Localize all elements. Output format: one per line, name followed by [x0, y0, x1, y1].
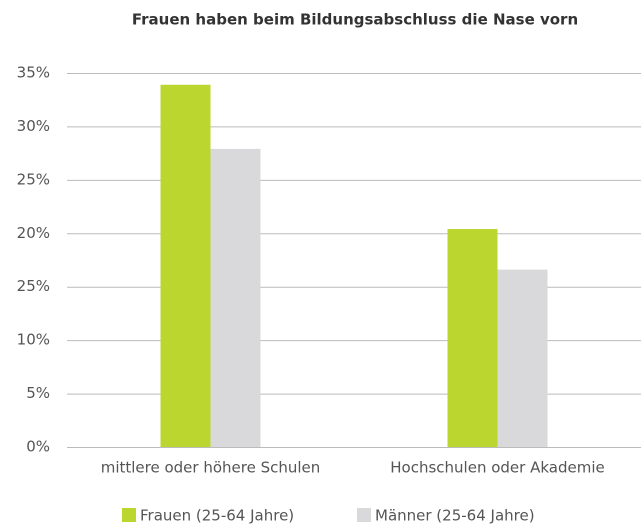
x-tick-label: Hochschulen oder Akademie	[390, 459, 604, 477]
y-tick-label: 5%	[26, 384, 50, 402]
legend-label: Frauen (25-64 Jahre)	[140, 507, 294, 525]
y-tick-label: 0%	[26, 438, 50, 456]
y-tick-label: 35%	[17, 64, 50, 82]
legend-swatch	[122, 508, 136, 522]
y-tick-label: 25%	[17, 277, 50, 295]
bar	[497, 269, 548, 447]
x-tick-label: mittlere oder höhere Schulen	[101, 459, 321, 477]
bar	[447, 229, 498, 447]
legend-swatch	[357, 508, 371, 522]
y-tick-label: 20%	[17, 224, 50, 242]
bar	[210, 148, 261, 447]
legend-label: Männer (25-64 Jahre)	[375, 507, 535, 525]
y-tick-label: 30%	[17, 117, 50, 135]
chart-title: Frauen haben beim Bildungsabschluss die …	[132, 11, 578, 29]
y-tick-label: 10%	[17, 331, 50, 349]
bar	[160, 84, 211, 448]
y-tick-label: 25%	[17, 170, 50, 188]
